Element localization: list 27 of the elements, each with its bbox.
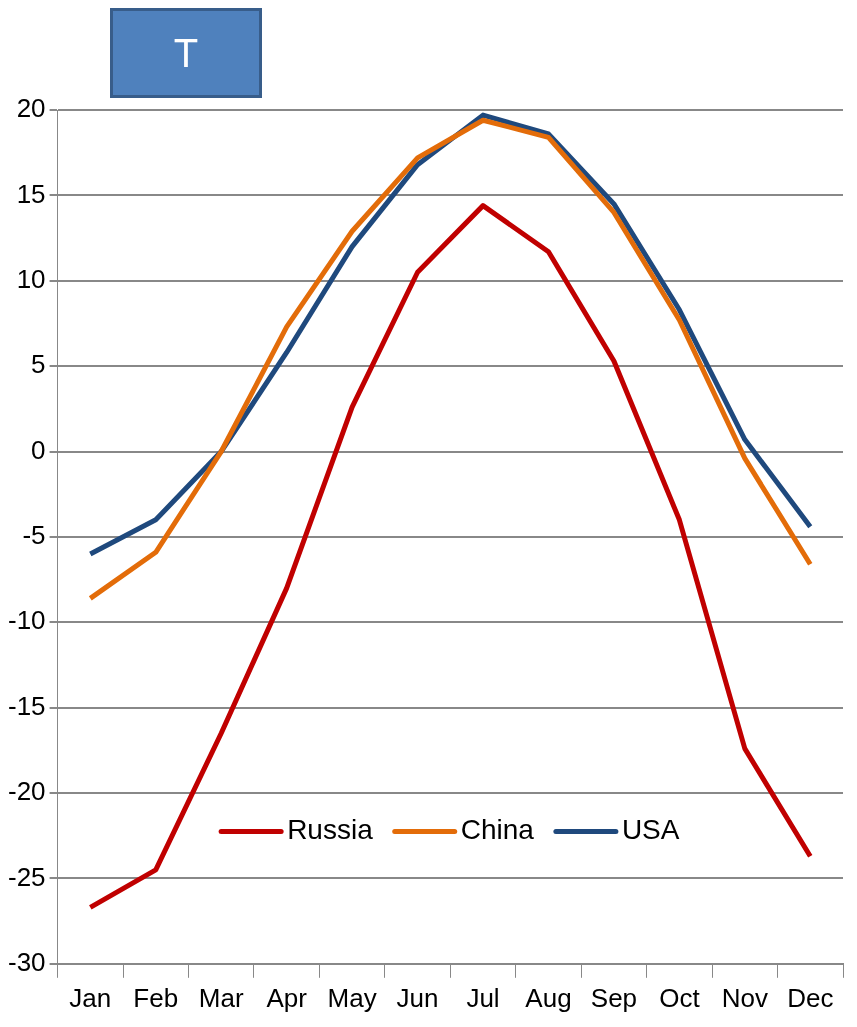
y-tick-label: 5 — [31, 349, 46, 380]
y-tick-label: -15 — [8, 690, 46, 721]
y-tick-label: 15 — [16, 178, 46, 209]
x-tick-label: Jan — [69, 982, 112, 1013]
x-tick-label: May — [327, 982, 377, 1013]
y-tick-label: -10 — [8, 605, 46, 636]
chart-title: T — [110, 8, 262, 98]
x-tick-label: Jul — [466, 982, 500, 1013]
y-tick-label: -20 — [8, 776, 46, 807]
y-tick-label: 0 — [31, 434, 46, 465]
legend-label: USA — [621, 814, 680, 846]
x-tick-label: Sep — [590, 982, 638, 1013]
y-tick-label: -30 — [8, 946, 46, 977]
x-tick-label: Feb — [133, 982, 179, 1013]
x-tick-label: Jun — [396, 982, 439, 1013]
legend-label: Russia — [287, 814, 374, 846]
y-tick-label: -5 — [22, 520, 46, 551]
x-tick-label: Dec — [787, 982, 834, 1013]
legend-label: China — [460, 814, 535, 846]
x-tick-label: Oct — [659, 982, 701, 1013]
y-tick-label: 10 — [16, 263, 46, 294]
x-tick-label: Mar — [198, 982, 244, 1013]
x-tick-label: Nov — [721, 982, 768, 1013]
y-tick-label: 20 — [16, 93, 46, 124]
x-tick-label: Apr — [266, 982, 308, 1013]
y-tick-label: -25 — [8, 861, 46, 892]
x-tick-label: Aug — [525, 982, 572, 1013]
